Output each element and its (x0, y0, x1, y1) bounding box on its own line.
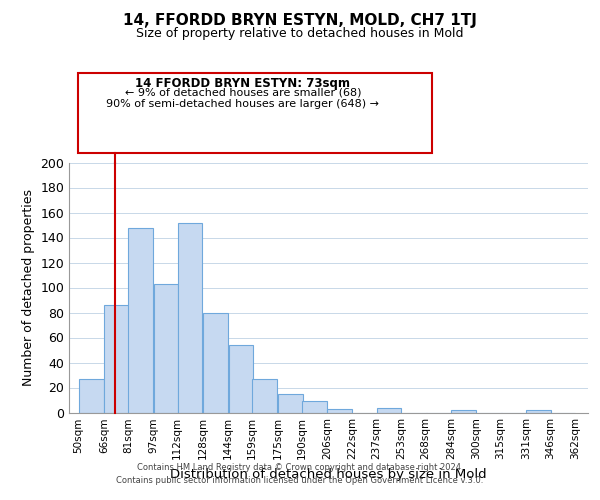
Y-axis label: Number of detached properties: Number of detached properties (22, 189, 35, 386)
Text: Contains public sector information licensed under the Open Government Licence v.: Contains public sector information licen… (116, 476, 484, 485)
Bar (302, 401, 326, 412)
Bar (128, 228, 153, 412)
Bar (377, 408, 401, 412)
Bar (526, 410, 551, 412)
Bar (451, 410, 476, 412)
X-axis label: Distribution of detached houses by size in Mold: Distribution of detached houses by size … (170, 468, 487, 481)
Bar (79, 379, 104, 412)
Bar (203, 312, 228, 412)
Bar (104, 305, 129, 412)
Bar (154, 284, 178, 412)
Text: 90% of semi-detached houses are larger (648) →: 90% of semi-detached houses are larger (… (106, 98, 380, 108)
Text: Size of property relative to detached houses in Mold: Size of property relative to detached ho… (136, 28, 464, 40)
Text: 14, FFORDD BRYN ESTYN, MOLD, CH7 1TJ: 14, FFORDD BRYN ESTYN, MOLD, CH7 1TJ (123, 12, 477, 28)
Bar (229, 345, 253, 412)
Text: Contains HM Land Registry data © Crown copyright and database right 2024.: Contains HM Land Registry data © Crown c… (137, 464, 463, 472)
Bar (253, 379, 277, 412)
Bar (328, 409, 352, 412)
Text: ← 9% of detached houses are smaller (68): ← 9% of detached houses are smaller (68) (125, 88, 361, 98)
Text: 14 FFORDD BRYN ESTYN: 73sqm: 14 FFORDD BRYN ESTYN: 73sqm (136, 76, 350, 90)
Bar (178, 222, 202, 412)
Bar (278, 394, 302, 412)
